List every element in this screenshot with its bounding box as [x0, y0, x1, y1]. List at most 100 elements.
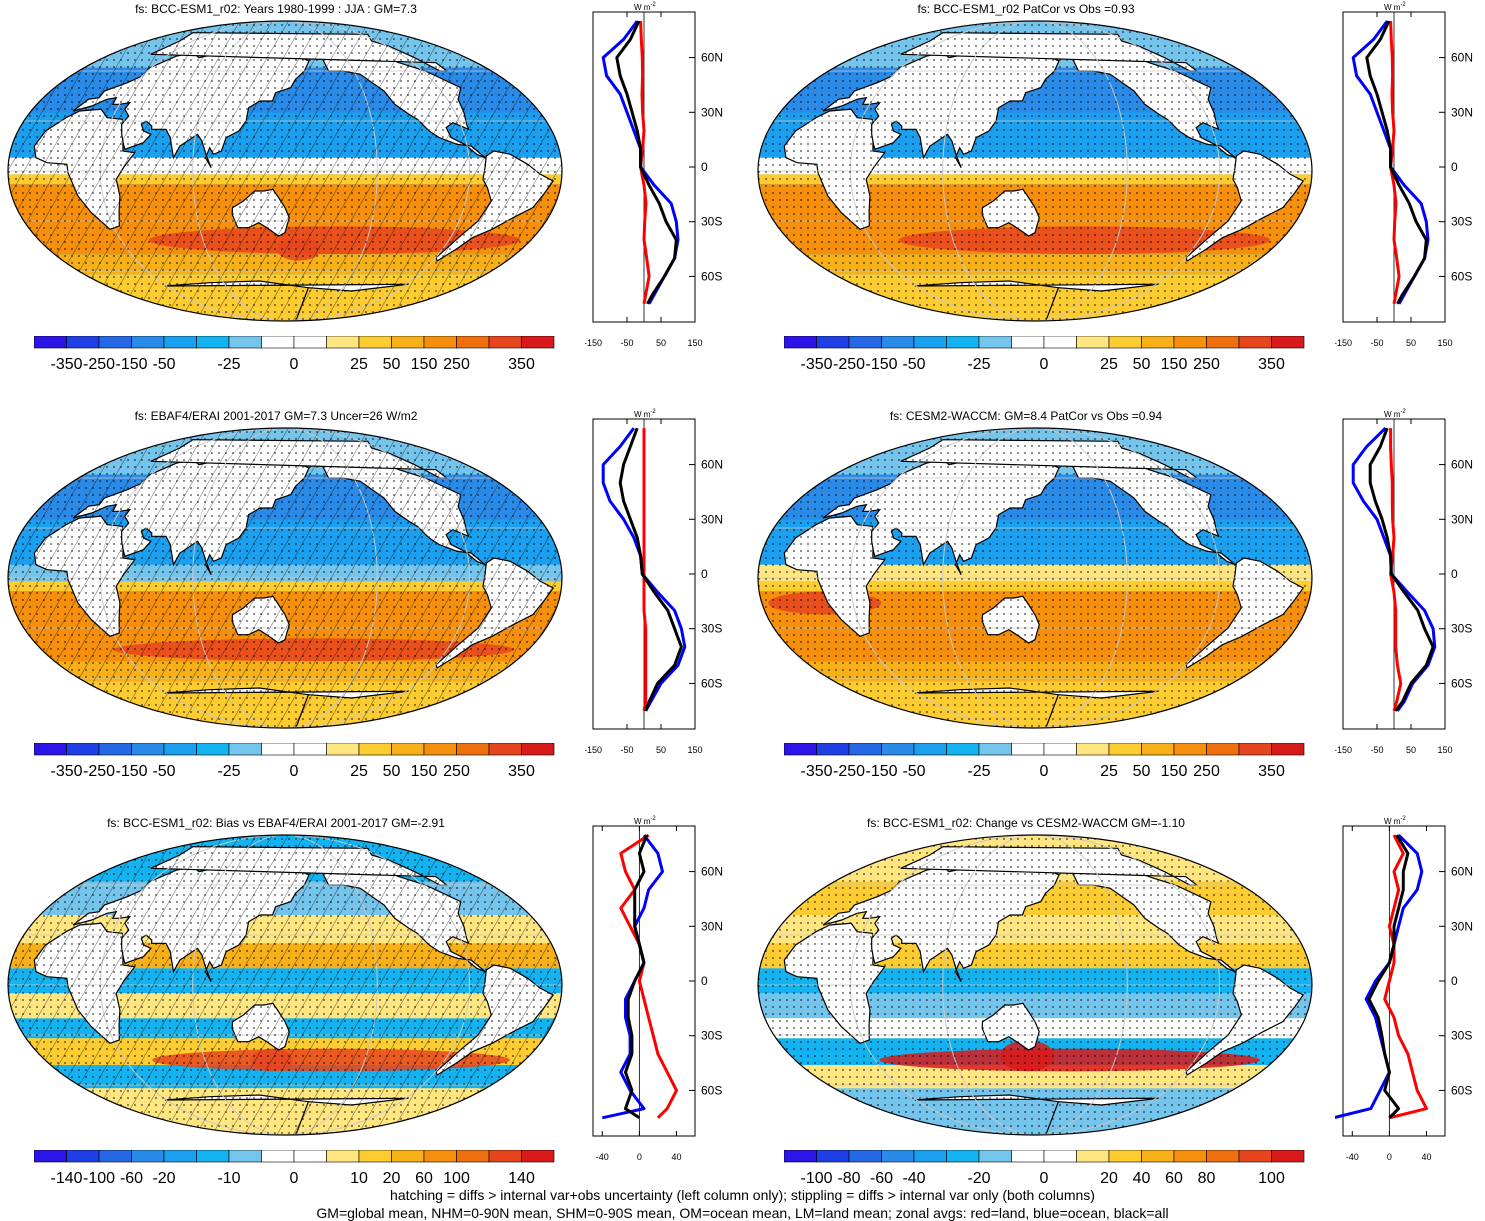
colorbar-swatch — [1271, 743, 1305, 756]
colorbar-swatch — [1238, 336, 1272, 349]
x-tick-label: 150 — [687, 338, 702, 348]
colorbar-swatch — [784, 1150, 817, 1163]
colorbar-swatch — [66, 743, 100, 756]
colorbar-swatch — [848, 1150, 882, 1163]
colorbar-swatch — [848, 743, 882, 756]
lat-label: 0 — [1451, 974, 1458, 988]
zonal-mean-plot: W m-2 60N 30N 0 30S 60S -40 0 40 — [1335, 816, 1473, 1162]
panel-title: fs: BCC-ESM1_r02: Change vs CESM2-WACCM … — [867, 816, 1185, 830]
lat-label: 0 — [701, 567, 708, 581]
zonal-mean-plot: W m-2 60N 30N 0 30S 60S -150 -50 50 150 — [585, 409, 723, 755]
colorbar-swatch — [1238, 1150, 1272, 1163]
x-tick-label: -40 — [1346, 1152, 1359, 1162]
colorbar-swatch — [326, 1150, 360, 1163]
colorbar-swatch — [881, 336, 915, 349]
colorbar-swatch — [131, 336, 165, 349]
colorbar-label: 20 — [383, 1170, 401, 1187]
colorbar-label: -50 — [152, 763, 175, 780]
colorbar-swatch — [1011, 743, 1045, 756]
colorbar-label: 50 — [1133, 763, 1151, 780]
colorbar-label: -100 — [83, 1170, 115, 1187]
lat-label: 30N — [1451, 919, 1473, 933]
colorbar-swatch — [784, 743, 817, 756]
lat-label: 60S — [701, 676, 722, 690]
colorbar-swatch — [1173, 1150, 1207, 1163]
colorbar-swatch — [816, 1150, 850, 1163]
footer-note-1: hatching = diffs > internal var+obs unce… — [390, 1187, 1095, 1203]
colorbar-label: -150 — [865, 356, 897, 373]
lat-label: 60S — [1451, 269, 1472, 283]
colorbar-label: 40 — [1133, 1170, 1151, 1187]
stippling — [758, 428, 1312, 728]
lat-label: 30S — [701, 622, 722, 636]
colorbar-swatch — [1076, 743, 1110, 756]
colorbar-swatch — [163, 336, 197, 349]
lat-label: 60N — [701, 458, 723, 472]
global-map — [757, 20, 1313, 322]
units-label: W m-2 — [634, 409, 656, 419]
map-outline — [757, 427, 1313, 729]
x-tick-label: 50 — [1406, 338, 1416, 348]
colorbar-swatch — [131, 743, 165, 756]
colorbar-swatch — [456, 336, 490, 349]
hatching — [8, 835, 562, 1135]
map-outline — [7, 834, 563, 1136]
colorbar-swatch — [521, 336, 555, 349]
colorbar-swatch — [1108, 743, 1142, 756]
lat-label: 0 — [701, 974, 708, 988]
x-tick-label: 150 — [1437, 745, 1452, 755]
global-map — [757, 427, 1313, 729]
zonal-line-all — [618, 427, 683, 712]
lat-label: 60N — [1451, 865, 1473, 879]
zonal-line-all — [615, 20, 678, 305]
colorbar-label: -60 — [120, 1170, 143, 1187]
lat-label: 30S — [1451, 215, 1472, 229]
colorbar-label: 150 — [411, 763, 438, 780]
colorbar-label: -250 — [833, 356, 865, 373]
colorbar-label: 150 — [1161, 356, 1188, 373]
colorbar-swatch — [261, 743, 295, 756]
panel-3: fs: EBAF4/ERAI 2001-2017 GM=7.3 Uncer=26… — [0, 407, 742, 813]
colorbar-label: -40 — [902, 1170, 925, 1187]
colorbar-label: -150 — [115, 763, 147, 780]
lat-label: 30N — [701, 105, 723, 119]
x-tick-label: 150 — [1437, 338, 1452, 348]
colorbar-label: 250 — [443, 763, 470, 780]
colorbar-label: 350 — [508, 356, 535, 373]
zonal-line-land — [619, 833, 678, 1119]
colorbar-swatch — [98, 1150, 132, 1163]
colorbar-swatch — [456, 1150, 490, 1163]
map-outline — [757, 20, 1313, 322]
zonal-mean-plot: W m-2 60N 30N 0 30S 60S -40 0 40 — [592, 816, 723, 1162]
colorbar-label: -10 — [217, 1170, 240, 1187]
zonal-mean-plot: W m-2 60N 30N 0 30S 60S -150 -50 50 150 — [585, 2, 723, 348]
lat-label: 30N — [701, 919, 723, 933]
colorbar-label: 25 — [1100, 763, 1118, 780]
colorbar-swatch — [34, 1150, 67, 1163]
map-outline — [7, 427, 563, 729]
colorbar-swatch — [1043, 1150, 1077, 1163]
colorbar-label: 50 — [383, 356, 401, 373]
colorbar-swatch — [488, 1150, 522, 1163]
lat-label: 60N — [701, 51, 723, 65]
colorbar-label: 80 — [1198, 1170, 1216, 1187]
x-tick-label: -150 — [1335, 745, 1352, 755]
colorbar-swatch — [66, 336, 100, 349]
colorbar-label: 0 — [1040, 1170, 1049, 1187]
colorbar-swatch — [326, 743, 360, 756]
stippling — [758, 835, 1312, 1135]
panel-title: fs: BCC-ESM1_r02 PatCor vs Obs =0.93 — [917, 2, 1135, 16]
colorbar-label: 25 — [1100, 356, 1118, 373]
colorbar-swatch — [816, 336, 850, 349]
colorbar-swatch — [131, 1150, 165, 1163]
colorbar-label: -250 — [83, 763, 115, 780]
colorbar-swatch — [261, 336, 295, 349]
colorbar-swatch — [1206, 743, 1240, 756]
panel-title: fs: EBAF4/ERAI 2001-2017 GM=7.3 Uncer=26… — [134, 409, 418, 423]
colorbar-swatch — [98, 743, 132, 756]
x-tick-label: 0 — [637, 1152, 642, 1162]
colorbar-swatch — [163, 743, 197, 756]
colorbar-label: 0 — [1040, 763, 1049, 780]
lat-label: 30S — [1451, 622, 1472, 636]
colorbar-swatch — [423, 1150, 457, 1163]
